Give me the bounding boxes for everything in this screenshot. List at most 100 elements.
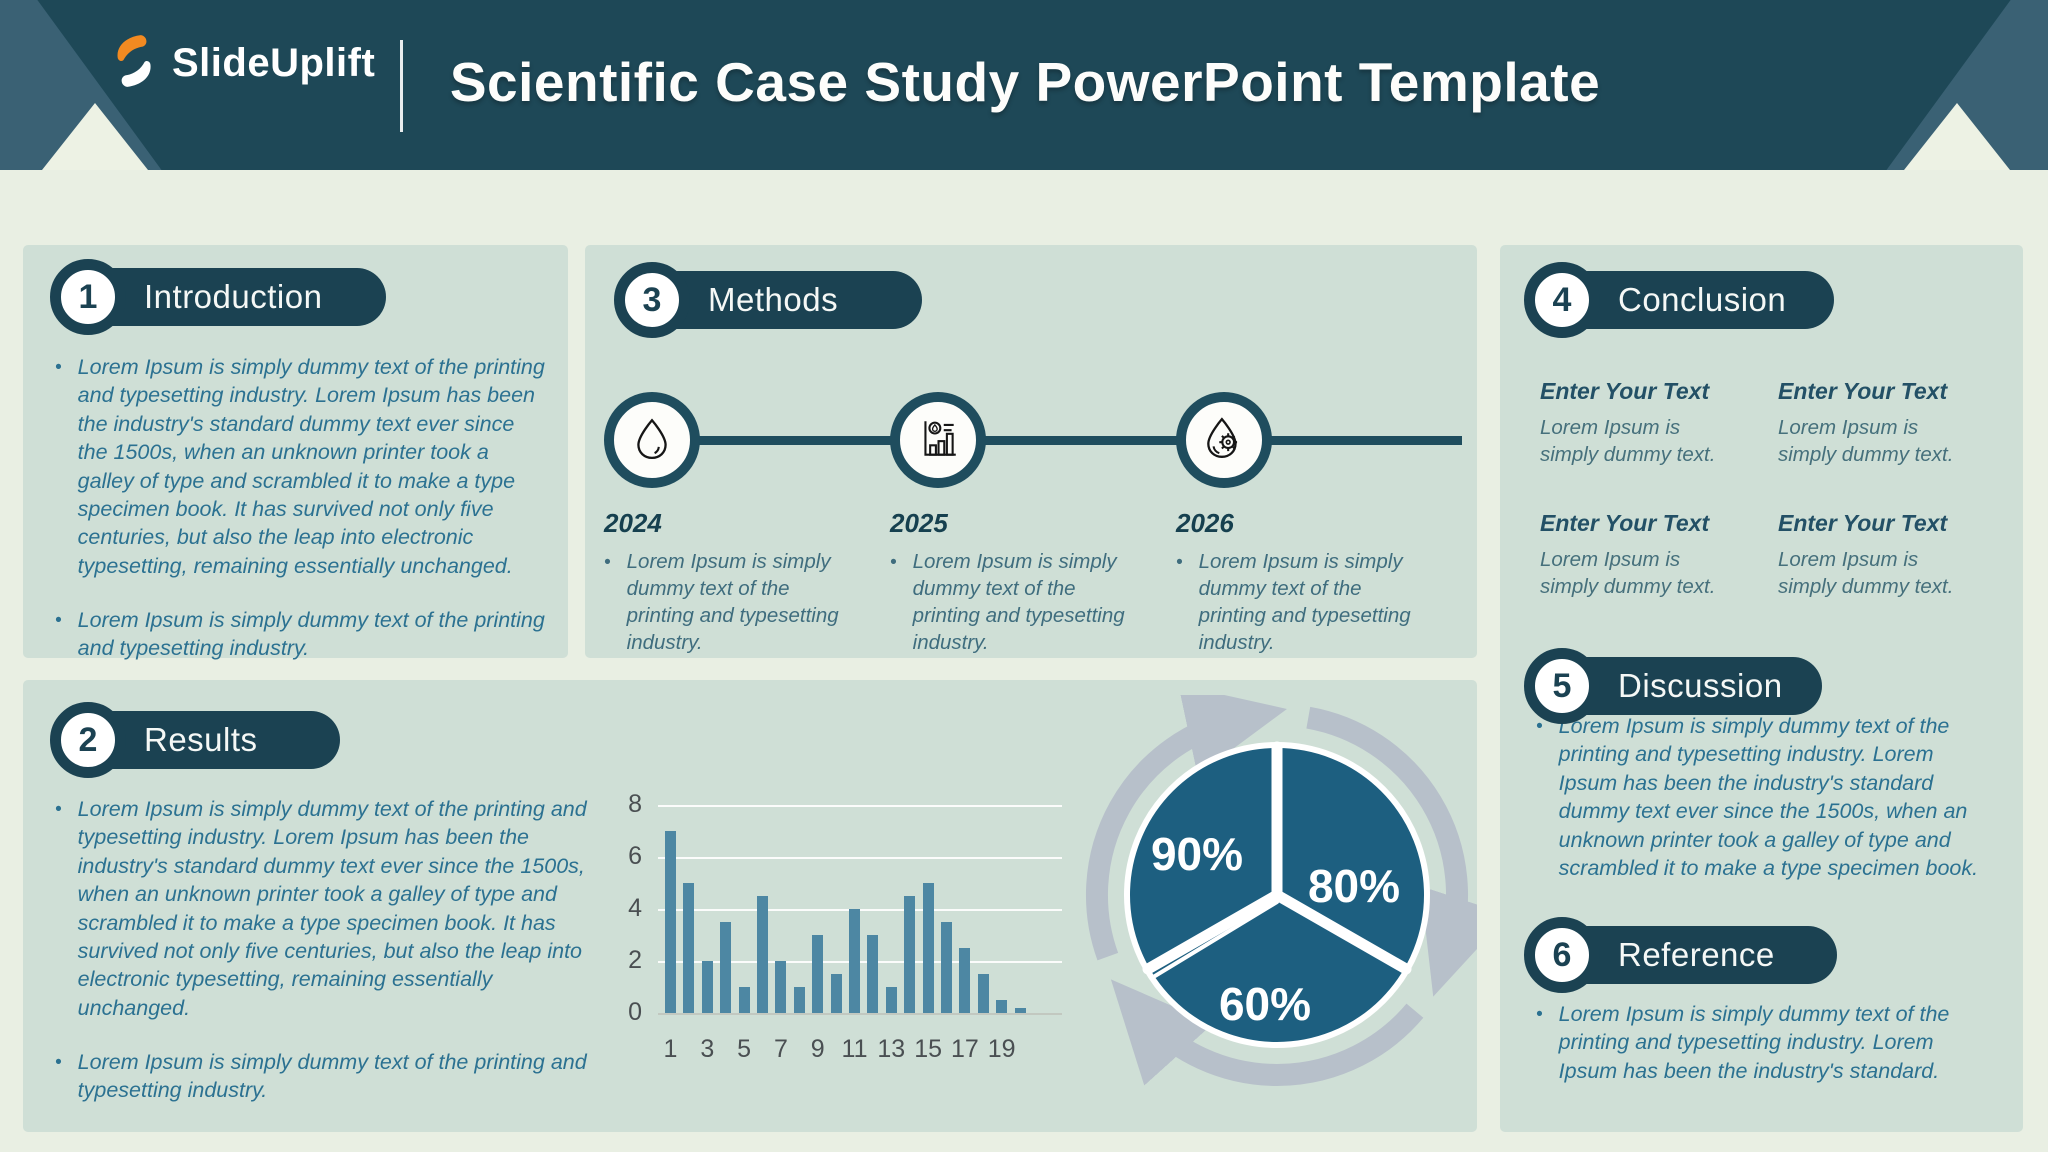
timeline-node-2025 [890,392,986,488]
x-axis-tick-label: 15 [914,1035,942,1063]
pie-label-80: 80% [1308,860,1400,912]
bar [977,974,989,1013]
slideuplift-swoosh-icon [112,34,158,93]
list-item: Lorem Ipsum is simply dummy text of the … [1176,548,1414,656]
discussion-bullet-list: Lorem Ipsum is simply dummy text of the … [1536,712,1998,908]
bar [996,1000,1008,1013]
y-axis-tick-label: 4 [628,894,642,922]
x-axis-tick-label: 9 [810,1035,825,1063]
x-axis-tick-label: 11 [841,1035,868,1063]
x-axis-tick-label: 13 [877,1035,906,1063]
water-drop-gear-icon [1201,415,1247,466]
list-item: Lorem Ipsum is simply dummy text of the … [604,548,842,656]
bar [738,987,750,1013]
list-item: Lorem Ipsum is simply dummy text of the … [55,1048,595,1105]
list-item: Lorem Ipsum is simply dummy text of the … [55,795,595,1022]
conclusion-item-body: Lorem Ipsum is simply dummy text. [1540,416,1716,466]
section-number-badge: 2 [50,702,126,778]
x-axis-tick-label: 19 [987,1035,1016,1063]
introduction-bullet-list: Lorem Ipsum is simply dummy text of the … [55,353,550,689]
section-number-badge: 6 [1524,917,1600,993]
section-header-conclusion: 4 Conclusion [1524,262,1834,338]
logo-text: SlideUplift [172,41,376,85]
results-bullet-list: Lorem Ipsum is simply dummy text of the … [55,795,595,1131]
conclusion-item-body: Lorem Ipsum is simply dummy text. [1778,416,1954,466]
timeline-year: 2025 [890,508,948,538]
pie-label-60: 60% [1219,978,1311,1030]
conclusion-item: Enter Your Text Lorem Ipsum is simply du… [1778,378,2016,468]
y-axis-tick-label: 0 [628,998,642,1026]
section-number-badge: 4 [1524,262,1600,338]
section-header-introduction: 1 Introduction [50,259,386,335]
list-item: Lorem Ipsum is simply dummy text of the … [1536,1000,1998,1085]
slideuplift-logo: SlideUplift [112,34,375,93]
bar [1014,1007,1026,1013]
results-cycle-pie-chart: 90% 80% 60% [1077,684,1509,1095]
conclusion-grid: Enter Your Text Lorem Ipsum is simply du… [1540,378,2010,601]
section-number-badge: 3 [614,262,690,338]
list-item: Lorem Ipsum is simply dummy text of the … [890,548,1128,656]
bar [867,935,879,1013]
conclusion-item: Enter Your Text Lorem Ipsum is simply du… [1778,510,2016,600]
pie-dividers [1142,741,1412,978]
reference-bullet-list: Lorem Ipsum is simply dummy text of the … [1536,1000,1998,1111]
x-axis-tick-label: 5 [737,1035,752,1063]
list-item: Lorem Ipsum is simply dummy text of the … [1536,712,1998,882]
bar [720,922,732,1013]
header-divider [400,40,403,132]
section-header-reference: 6 Reference [1524,917,1837,993]
conclusion-item-body: Lorem Ipsum is simply dummy text. [1540,548,1716,598]
bar [757,896,768,1013]
y-axis-tick-label: 6 [628,842,642,870]
x-axis-line [658,1013,1062,1015]
timeline-year: 2024 [604,508,662,538]
section-header-methods: 3 Methods [614,262,922,338]
conclusion-item-title: Enter Your Text [1540,378,1710,404]
pie-label-90: 90% [1151,828,1243,880]
conclusion-item: Enter Your Text Lorem Ipsum is simply du… [1540,510,1778,600]
y-axis-tick-label: 2 [628,946,642,974]
bar [701,961,713,1013]
gridline [658,857,1062,859]
gridline [658,961,1062,963]
bar [922,883,934,1013]
slide-title: Scientific Case Study PowerPoint Templat… [449,51,1601,113]
results-bar-chart: 0 2 4 6 8 1 3 5 7 9 11 13 15 17 19 [600,780,1080,1090]
bar [830,974,842,1013]
bar [793,987,805,1013]
timeline-year: 2026 [1176,508,1234,538]
gridline [658,909,1062,911]
bar [812,935,824,1013]
gridline [658,805,1062,807]
section-header-results: 2 Results [50,702,340,778]
timeline-connector [660,436,1462,445]
timeline-node-2026 [1176,392,1272,488]
y-axis-tick-label: 8 [628,790,642,818]
conclusion-item-title: Enter Your Text [1540,510,1710,537]
section-number-badge: 5 [1524,648,1600,724]
bar [849,909,860,1013]
analytics-chart-icon [915,415,961,466]
timeline-text-2026: Lorem Ipsum is simply dummy text of the … [1176,548,1414,656]
timeline-text-2024: Lorem Ipsum is simply dummy text of the … [604,548,842,656]
water-drop-icon [629,415,675,466]
x-axis-tick-label: 3 [700,1035,715,1063]
header-banner: SlideUplift Scientific Case Study PowerP… [0,0,2048,170]
bar [959,948,971,1013]
bar [665,831,676,1013]
x-axis-tick-label: 17 [950,1035,979,1063]
bar [683,883,695,1013]
section-number-badge: 1 [50,259,126,335]
bar [904,896,916,1013]
bar [775,961,787,1013]
conclusion-item-title: Enter Your Text [1778,378,1948,404]
x-axis-tick-label: 7 [773,1035,788,1063]
cycle-arrows [1085,684,1509,1086]
timeline-node-2024 [604,392,700,488]
section-header-discussion: 5 Discussion [1524,648,1822,724]
x-axis-tick-label: 1 [663,1035,678,1063]
conclusion-item: Enter Your Text Lorem Ipsum is simply du… [1540,378,1778,468]
timeline-text-2025: Lorem Ipsum is simply dummy text of the … [890,548,1128,656]
list-item: Lorem Ipsum is simply dummy text of the … [55,606,550,663]
list-item: Lorem Ipsum is simply dummy text of the … [55,353,550,580]
